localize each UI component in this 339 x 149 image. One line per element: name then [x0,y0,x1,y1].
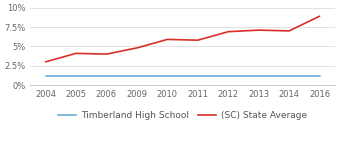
Legend: Timberland High School, (SC) State Average: Timberland High School, (SC) State Avera… [55,108,310,124]
